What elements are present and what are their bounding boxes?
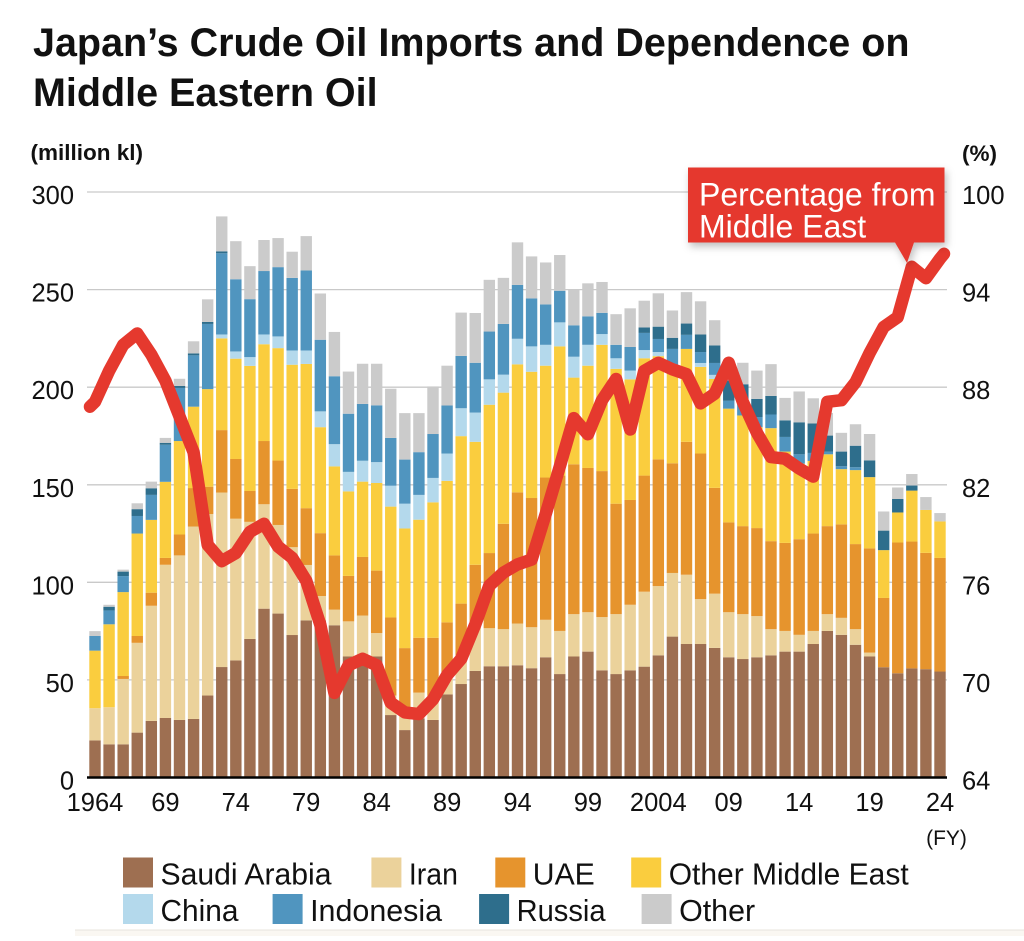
svg-text:200: 200: [31, 377, 74, 405]
svg-text:94: 94: [503, 789, 531, 817]
svg-text:09: 09: [715, 789, 743, 817]
svg-text:Saudi Arabia: Saudi Arabia: [161, 857, 333, 892]
svg-text:Percentage from: Percentage from: [699, 177, 936, 213]
svg-text:14: 14: [785, 789, 813, 817]
svg-text:(FY): (FY): [926, 827, 967, 850]
svg-text:19: 19: [855, 789, 883, 817]
svg-text:1964: 1964: [67, 789, 124, 817]
svg-text:94: 94: [962, 280, 990, 308]
svg-text:100: 100: [31, 572, 74, 600]
svg-text:Japan’s Crude Oil Imports and: Japan’s Crude Oil Imports and Dependence…: [33, 21, 909, 65]
svg-text:100: 100: [962, 182, 1005, 210]
svg-text:Middle Eastern Oil: Middle Eastern Oil: [33, 71, 378, 115]
svg-text:74: 74: [222, 789, 250, 817]
svg-text:24: 24: [926, 789, 954, 817]
svg-text:Russia: Russia: [517, 893, 607, 928]
svg-text:76: 76: [962, 572, 990, 600]
svg-text:300: 300: [31, 182, 74, 210]
svg-text:Indonesia: Indonesia: [310, 893, 443, 928]
svg-text:70: 70: [962, 670, 990, 698]
svg-text:China: China: [161, 893, 240, 928]
svg-text:79: 79: [292, 789, 320, 817]
svg-text:(%): (%): [962, 141, 997, 166]
svg-text:88: 88: [962, 377, 990, 405]
svg-text:82: 82: [962, 475, 990, 503]
svg-text:150: 150: [31, 475, 74, 503]
svg-text:Other Middle East: Other Middle East: [669, 857, 909, 892]
svg-text:2004: 2004: [630, 789, 687, 817]
svg-text:0: 0: [60, 768, 74, 796]
svg-text:Other: Other: [679, 893, 755, 928]
svg-text:(million kl): (million kl): [31, 140, 144, 165]
svg-text:Iran: Iran: [409, 857, 458, 892]
svg-text:250: 250: [31, 280, 74, 308]
svg-text:50: 50: [46, 670, 74, 698]
svg-text:64: 64: [962, 768, 990, 796]
svg-text:84: 84: [363, 789, 391, 817]
svg-text:UAE: UAE: [533, 857, 595, 892]
svg-text:Middle East: Middle East: [699, 209, 866, 245]
svg-text:89: 89: [433, 789, 461, 817]
svg-text:69: 69: [151, 789, 179, 817]
svg-text:99: 99: [574, 789, 602, 817]
